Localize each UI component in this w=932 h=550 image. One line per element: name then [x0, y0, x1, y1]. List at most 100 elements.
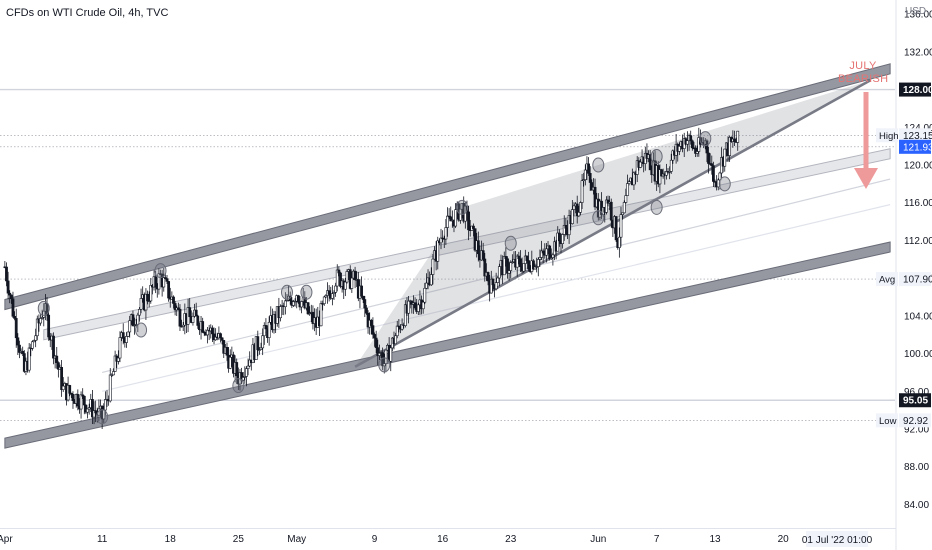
candle-body-300	[489, 278, 493, 294]
candle-body-163	[267, 321, 271, 338]
candle-body-207	[339, 272, 342, 287]
touch-point-3	[592, 157, 605, 173]
candle-body-404	[658, 169, 662, 185]
candle-body-200	[327, 290, 331, 295]
candle-body-344	[561, 234, 565, 244]
candle-body-174	[285, 299, 289, 302]
touch-point-8	[592, 210, 605, 226]
candle-body-52	[87, 407, 91, 410]
candle-body-304	[496, 277, 500, 283]
candle-body-135	[222, 340, 226, 354]
candle-body-228	[373, 334, 376, 339]
trend-drawings[interactable]	[4, 63, 891, 449]
candle-body-183	[300, 301, 303, 308]
time-axis[interactable]: Apr111825May91623Jun713202701 Jul '22 01…	[0, 531, 873, 547]
candle-body-348	[567, 215, 571, 236]
candle-body-305	[497, 266, 501, 279]
candle-body-11	[21, 350, 25, 354]
price-label-name-3: Avg	[879, 275, 895, 286]
price-tick-3: 96.00	[904, 387, 929, 398]
candle-body-84	[139, 298, 143, 310]
time-tick-3: 25	[233, 534, 245, 545]
candle-body-80	[133, 324, 136, 327]
candle-body-336	[548, 245, 552, 259]
time-tick-11: 20	[778, 534, 790, 545]
candle-body-71	[118, 337, 122, 359]
middle-channel-band[interactable]	[43, 148, 891, 341]
candle-body-351	[572, 205, 576, 210]
touch-point-7	[650, 199, 663, 215]
candle-body-134	[220, 337, 224, 341]
candle-body-405	[660, 169, 663, 177]
price-label-5: 92.92	[903, 416, 928, 427]
candle-body-427	[695, 151, 699, 154]
candle-body-398	[648, 154, 652, 171]
candle-body-337	[549, 257, 553, 259]
candle-body-32	[55, 355, 59, 363]
candle-body-203	[332, 292, 336, 294]
candle-body-317	[517, 255, 521, 260]
chart-title: CFDs on WTI Crude Oil, 4h, TVC	[6, 7, 169, 19]
price-label-name-bg-5	[876, 413, 898, 428]
candle-body-36	[61, 385, 65, 390]
time-footer-label: 01 Jul '22 01:00	[802, 535, 873, 546]
candle-body-273	[446, 215, 449, 228]
candle-body-20	[35, 318, 39, 337]
candle-body-342	[557, 232, 561, 242]
price-label-1: 121.93	[903, 142, 932, 153]
candle-body-56	[94, 410, 98, 414]
candle-body-247	[403, 304, 407, 326]
candle-body-7	[14, 318, 18, 339]
candle-body-47	[79, 394, 83, 410]
price-axis[interactable]: 84.0088.0092.0096.00100.00104.00108.0011…	[876, 10, 932, 511]
candle-body-350	[570, 209, 574, 224]
candle-body-320	[522, 263, 526, 272]
time-tick-0: Apr	[0, 534, 13, 545]
candle-body-82	[136, 314, 140, 325]
bearish-arrow-icon	[854, 92, 878, 189]
candle-body-434	[707, 152, 710, 164]
candle-body-286	[467, 211, 470, 231]
candle-body-9	[18, 344, 21, 353]
candle-body-264	[431, 258, 435, 275]
candle-body-1	[5, 266, 8, 282]
candle-body-221	[361, 295, 365, 300]
upper-channel-band[interactable]	[4, 63, 891, 311]
touch-point-9	[504, 235, 517, 251]
candle-body-15	[27, 347, 31, 371]
candle-body-67	[112, 371, 115, 376]
time-tick-2: 18	[165, 534, 177, 545]
touch-point-14	[280, 284, 293, 300]
price-label-2: 128.00	[903, 85, 932, 96]
candle-body-119	[196, 315, 200, 326]
candle-body-267	[436, 240, 440, 262]
candle-body-384	[626, 183, 629, 196]
candle-body-133	[219, 333, 222, 339]
candle-body-385	[627, 181, 631, 184]
candle-body-353	[575, 203, 579, 217]
candle-body-178	[292, 301, 295, 306]
candle-body-323	[527, 260, 530, 269]
touch-point-1	[154, 263, 167, 279]
candle-body-77	[128, 320, 132, 333]
candle-body-202	[330, 293, 334, 299]
candle-body-272	[444, 227, 448, 240]
candle-body-173	[283, 300, 287, 308]
candle-body-70	[116, 357, 120, 362]
touch-point-4	[650, 149, 663, 165]
candle-body-79	[131, 314, 135, 327]
candle-body-243	[397, 325, 401, 328]
candle-body-222	[363, 299, 367, 309]
touch-point-12	[378, 357, 391, 373]
candle-body-362	[590, 182, 594, 191]
lower-channel-band[interactable]	[4, 241, 891, 449]
candle-body-298	[486, 272, 490, 282]
candle-body-361	[588, 173, 592, 183]
candle-body-424	[690, 140, 694, 149]
candle-body-130	[214, 336, 218, 341]
candle-body-377	[614, 216, 618, 241]
time-tick-10: 13	[709, 534, 721, 545]
price-label-bg-4	[899, 393, 931, 408]
candle-body-327	[533, 266, 537, 270]
